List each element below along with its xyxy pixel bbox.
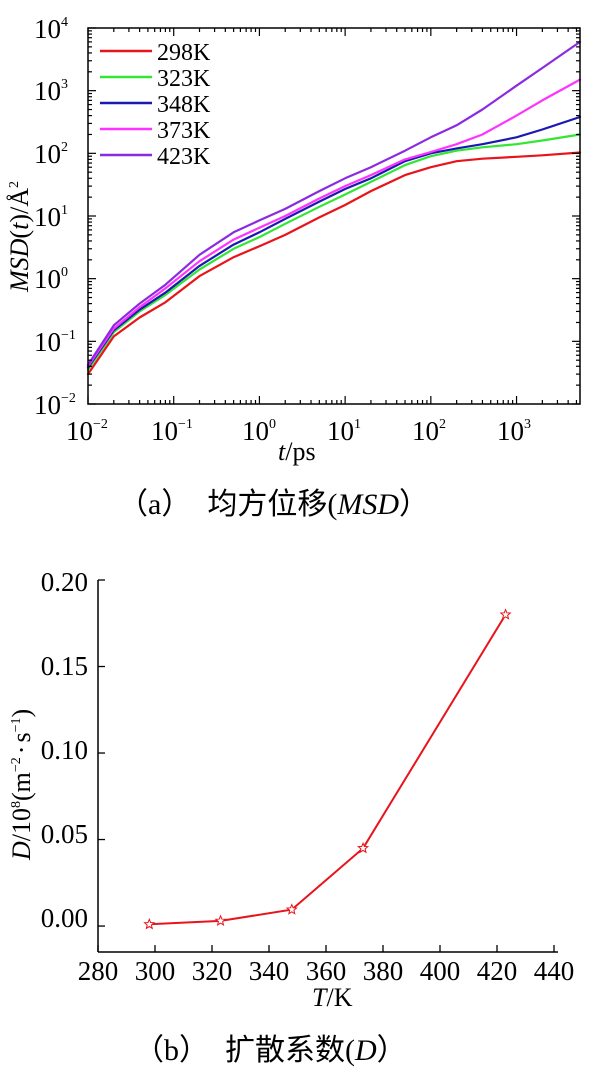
diffusion-x-tick-label: 420 [477, 956, 518, 986]
legend-label-323k: 323K [157, 66, 211, 92]
diffusion-point [143, 917, 156, 930]
diffusion-series-line [149, 614, 507, 926]
msd-series-373k [86, 78, 582, 368]
msd-x-tick-label: 100 [242, 416, 276, 446]
msd-y-tick-label: 101 [34, 202, 68, 232]
msd-ticks [87, 27, 580, 405]
legend-label-423k: 423K [157, 144, 211, 170]
diffusion-x-tick-label: 300 [135, 956, 176, 986]
msd-x-axis-label: t/ps [278, 437, 316, 466]
msd-series-348k [86, 115, 582, 369]
diffusion-plot-area [143, 608, 512, 930]
diffusion-point [285, 903, 298, 915]
diffusion-y-tick-label: 0.20 [41, 567, 88, 597]
caption-a: （a） 均方位移(MSD） [118, 488, 429, 521]
diffusion-point [357, 841, 370, 854]
msd-plot-area [86, 40, 582, 376]
msd-y-tick-label: 100 [34, 264, 68, 294]
msd-y-tick-labels: 10−2 10−1 100 101 102 103 104 [34, 14, 76, 420]
msd-y-tick-label: 103 [34, 76, 68, 106]
diffusion-point [214, 914, 227, 926]
msd-x-tick-label: 102 [412, 416, 446, 446]
diffusion-x-tick-label: 380 [363, 956, 404, 986]
diffusion-y-axis-label: D/108(m−2·s−1) [7, 709, 36, 861]
diffusion-x-tick-label: 320 [192, 956, 233, 986]
diffusion-y-tick-label: 0.15 [41, 651, 88, 681]
msd-y-tick-label: 104 [34, 14, 68, 44]
diffusion-y-tick-labels: 0.00 0.05 0.10 0.15 0.20 [41, 567, 88, 933]
diffusion-ticks [97, 579, 555, 952]
msd-legend: 298K 323K 348K 373K 423K [100, 40, 211, 170]
msd-y-tick-label: 102 [34, 139, 68, 169]
diffusion-x-tick-labels: 280 300 320 340 360 380 400 420 440 [78, 956, 575, 986]
legend-label-298k: 298K [157, 40, 211, 66]
diffusion-x-tick-label: 400 [420, 956, 461, 986]
msd-series-298k [86, 151, 582, 376]
msd-x-tick-labels: 10−2 10−1 100 101 102 103 [66, 416, 531, 446]
msd-x-tick-label: 10−1 [151, 416, 193, 446]
msd-y-tick-label: 10−2 [34, 390, 76, 420]
msd-series-423k [86, 40, 582, 366]
diffusion-chart: 0.00 0.05 0.10 0.15 0.20 280 300 320 340… [7, 567, 574, 1012]
diffusion-x-tick-label: 360 [306, 956, 347, 986]
msd-x-tick-label: 10−2 [66, 416, 108, 446]
diffusion-y-tick-label: 0.10 [41, 735, 88, 765]
diffusion-y-tick-label: 0.05 [41, 819, 88, 849]
legend-label-348k: 348K [157, 92, 211, 118]
msd-chart: 10−2 10−1 100 101 102 103 104 10−2 10−1 … [5, 14, 582, 466]
diffusion-x-tick-label: 440 [534, 956, 575, 986]
diffusion-x-tick-label: 280 [78, 956, 119, 986]
diffusion-x-axis-label: T/K [312, 983, 353, 1012]
diffusion-point [499, 608, 512, 620]
legend-label-373k: 373K [157, 118, 211, 144]
msd-x-tick-label: 101 [327, 416, 361, 446]
msd-y-axis-label: MSD(t)/Å2 [5, 181, 34, 293]
diffusion-x-tick-label: 340 [249, 956, 290, 986]
caption-b: （b） 扩散系数(D） [134, 1034, 407, 1067]
diffusion-y-tick-label: 0.00 [41, 903, 88, 933]
msd-series-323k [86, 133, 582, 371]
msd-y-tick-label: 10−1 [34, 327, 76, 357]
msd-x-tick-label: 103 [497, 416, 531, 446]
